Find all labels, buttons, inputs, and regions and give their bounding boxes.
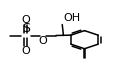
Text: OH: OH bbox=[63, 13, 81, 23]
Text: O: O bbox=[21, 15, 30, 25]
Text: O: O bbox=[39, 36, 48, 46]
Text: S: S bbox=[22, 22, 30, 35]
Text: O: O bbox=[21, 46, 30, 56]
